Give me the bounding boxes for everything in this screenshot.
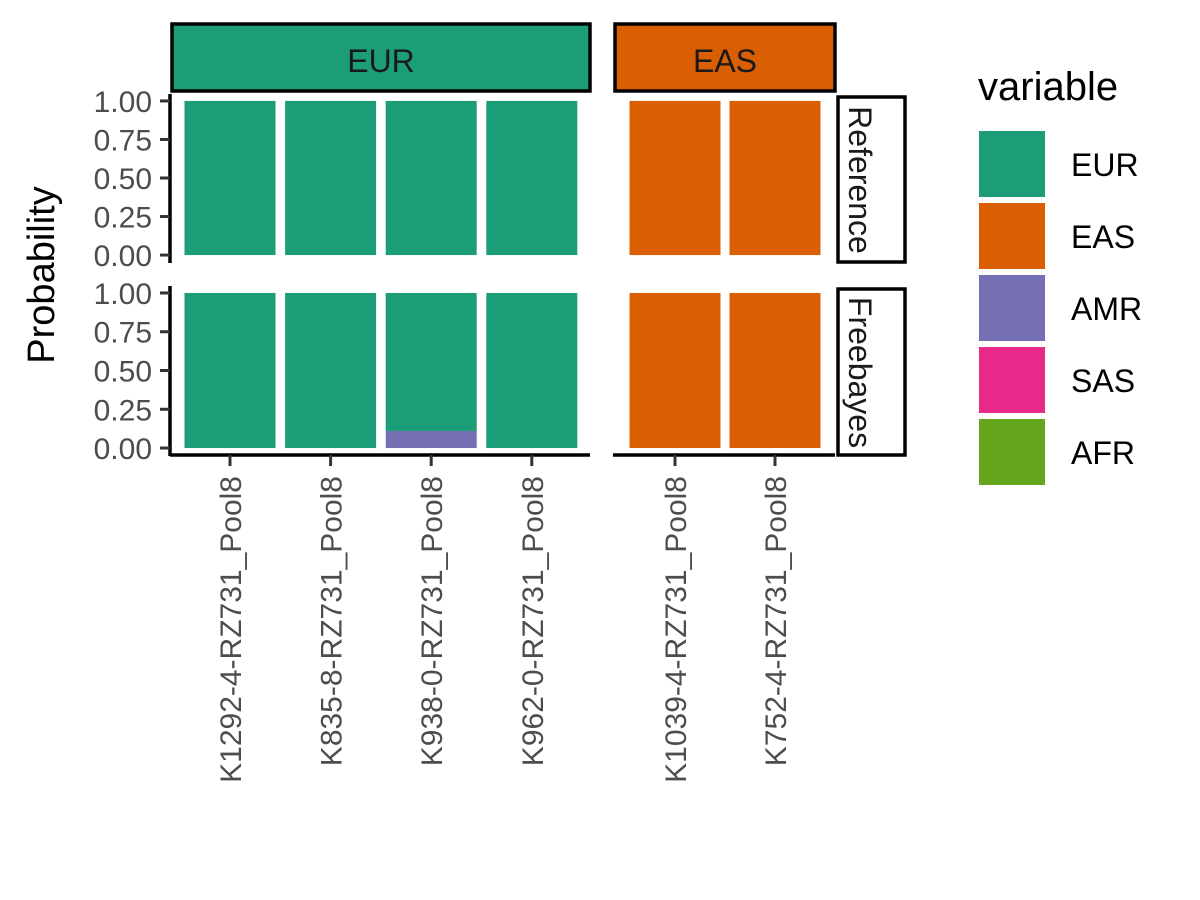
legend-swatch bbox=[979, 203, 1045, 269]
legend-swatch bbox=[979, 347, 1045, 413]
facet-strip-freebayes: Freebayes bbox=[836, 287, 907, 457]
bar-reference-k1292-4-rz731-pool8-eur bbox=[184, 100, 276, 256]
legend-item-afr: AFR bbox=[979, 419, 1135, 485]
legend-label: EUR bbox=[1071, 147, 1139, 183]
facet-strips: EUR EAS Reference Freebayes bbox=[170, 22, 907, 457]
strip-label: EUR bbox=[347, 43, 415, 79]
x-tick-label: K1039-4-RZ731_Pool8 bbox=[660, 476, 693, 783]
legend-item-amr: AMR bbox=[979, 275, 1142, 341]
x-tick-label: K1292-4-RZ731_Pool8 bbox=[215, 476, 248, 783]
bar-reference-k752-4-rz731-pool8-eas bbox=[729, 100, 821, 256]
y-tick-label: 0.00 bbox=[94, 433, 152, 466]
legend-swatch bbox=[979, 419, 1045, 485]
strip-background bbox=[836, 287, 907, 457]
legend-label: SAS bbox=[1071, 363, 1135, 399]
facet-strip-reference: Reference bbox=[836, 95, 907, 264]
legend-item-sas: SAS bbox=[979, 347, 1135, 413]
legend-label: AFR bbox=[1071, 435, 1135, 471]
x-tick-label: K938-0-RZ731_Pool8 bbox=[416, 476, 449, 766]
y-axis-reference: 0.00 0.25 0.50 0.75 1.00 bbox=[94, 86, 172, 273]
bar-reference-k962-0-rz731-pool8-eur bbox=[486, 100, 578, 256]
bar-freebayes-k962-0-rz731-pool8-eur bbox=[486, 292, 578, 449]
axes: 0.00 0.25 0.50 0.75 1.00 0.00 0.25 0.50 0.75 1.00… bbox=[94, 86, 835, 783]
strip-label: Reference bbox=[842, 106, 878, 254]
bar-reference-k835-8-rz731-pool8-eur bbox=[285, 100, 377, 256]
legend-item-eas: EAS bbox=[979, 203, 1135, 269]
strip-background bbox=[613, 22, 837, 93]
legend-item-eur: EUR bbox=[979, 131, 1139, 197]
strip-background bbox=[836, 95, 907, 264]
bar-freebayes-k938-0-rz731-pool8-amr bbox=[385, 430, 477, 449]
y-tick-label: 1.00 bbox=[94, 278, 152, 311]
y-tick-label: 0.00 bbox=[94, 240, 152, 273]
bar-freebayes-k835-8-rz731-pool8-eur bbox=[285, 292, 377, 449]
x-tick-label: K962-0-RZ731_Pool8 bbox=[517, 476, 550, 766]
bar-reference-k938-0-rz731-pool8-eur bbox=[385, 100, 477, 256]
y-tick-label: 0.25 bbox=[94, 394, 152, 427]
facet-strip-eas: EAS bbox=[613, 22, 837, 93]
facet-strip-eur: EUR bbox=[170, 22, 592, 93]
y-axis-freebayes: 0.00 0.25 0.50 0.75 1.00 bbox=[94, 278, 172, 466]
bar-freebayes-k1039-4-rz731-pool8-eas bbox=[629, 292, 721, 449]
strip-label: EAS bbox=[693, 43, 757, 79]
y-axis-title: Probability bbox=[21, 186, 63, 363]
legend: variable EUR EAS AMR SAS AFR bbox=[978, 65, 1142, 485]
y-tick-label: 0.25 bbox=[94, 202, 152, 235]
legend-title: variable bbox=[978, 65, 1118, 109]
x-tick-label: K835-8-RZ731_Pool8 bbox=[316, 476, 349, 766]
y-tick-label: 0.50 bbox=[94, 356, 152, 389]
legend-label: AMR bbox=[1071, 291, 1142, 327]
strip-background bbox=[170, 22, 592, 93]
x-axis-eas: K1039-4-RZ731_Pool8 K752-4-RZ731_Pool8 bbox=[613, 453, 835, 783]
panels bbox=[184, 100, 821, 449]
y-tick-label: 1.00 bbox=[94, 86, 152, 119]
bar-freebayes-k752-4-rz731-pool8-eas bbox=[729, 292, 821, 449]
legend-swatch bbox=[979, 131, 1045, 197]
x-axis-eur: K1292-4-RZ731_Pool8 K835-8-RZ731_Pool8 K93… bbox=[170, 453, 590, 783]
bar-reference-k1039-4-rz731-pool8-eas bbox=[629, 100, 721, 256]
y-tick-label: 0.75 bbox=[94, 317, 152, 350]
x-tick-label: K752-4-RZ731_Pool8 bbox=[760, 476, 793, 766]
bar-freebayes-k938-0-rz731-pool8-eur bbox=[385, 292, 477, 431]
y-tick-label: 0.50 bbox=[94, 163, 152, 196]
legend-label: EAS bbox=[1071, 219, 1135, 255]
bar-freebayes-k1292-4-rz731-pool8-eur bbox=[184, 292, 276, 449]
strip-label: Freebayes bbox=[842, 297, 878, 448]
y-tick-label: 0.75 bbox=[94, 124, 152, 157]
legend-swatch bbox=[979, 275, 1045, 341]
